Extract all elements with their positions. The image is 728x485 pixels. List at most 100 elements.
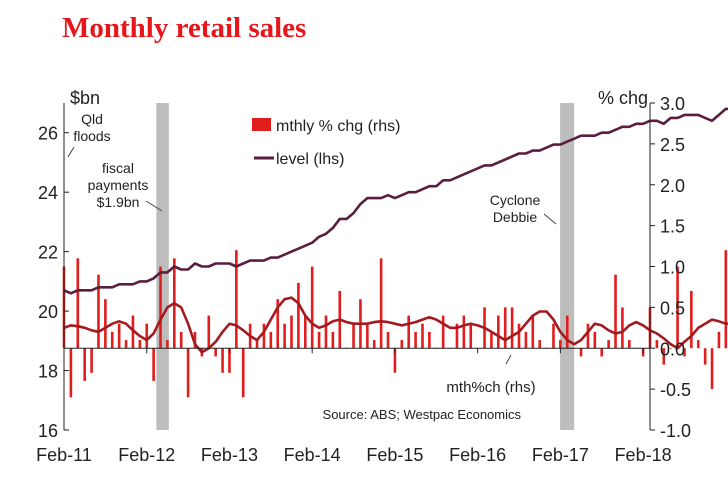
bar-mthly-chg-77 bbox=[593, 331, 597, 349]
bar-mthly-chg-19 bbox=[193, 331, 197, 349]
bar-mthly-chg-65 bbox=[510, 307, 514, 349]
legend-bar-swatch bbox=[252, 118, 271, 131]
bar-mthly-chg-30 bbox=[269, 331, 273, 349]
bar-mthly-chg-58 bbox=[462, 315, 466, 349]
bar-mthly-chg-9 bbox=[124, 340, 128, 349]
bar-mthly-chg-38 bbox=[324, 315, 328, 349]
bar-mthly-chg-3 bbox=[83, 348, 86, 381]
right-tick-label-0: -1.0 bbox=[660, 421, 691, 441]
left-tick-label-3: 22 bbox=[38, 243, 58, 263]
bar-mthly-chg-52 bbox=[421, 323, 424, 349]
x-tick-label-0: Feb-11 bbox=[36, 445, 92, 465]
bar-mthly-chg-49 bbox=[400, 340, 404, 349]
bar-mthly-chg-50 bbox=[407, 315, 411, 349]
bar-mthly-chg-22 bbox=[214, 348, 217, 357]
bar-mthly-chg-21 bbox=[207, 315, 211, 349]
bar-mthly-chg-80 bbox=[614, 274, 617, 349]
annotation-cyclone-line2: Debbie bbox=[493, 209, 538, 225]
left-tick-label-1: 18 bbox=[38, 362, 58, 382]
bar-mthly-chg-4 bbox=[90, 348, 93, 373]
x-tick-label-7: Feb-18 bbox=[615, 445, 672, 465]
bar-mthly-chg-29 bbox=[262, 323, 266, 349]
bar-mthly-chg-1 bbox=[69, 348, 73, 398]
x-tick-label-5: Feb-16 bbox=[449, 445, 506, 465]
bar-mthly-chg-71 bbox=[552, 323, 555, 349]
bar-mthly-chg-64 bbox=[503, 307, 507, 349]
bar-mthly-chg-86 bbox=[655, 340, 659, 349]
bar-mthly-chg-35 bbox=[303, 315, 307, 349]
bar-mthly-chg-89 bbox=[676, 266, 679, 349]
bar-mthly-chg-93 bbox=[703, 348, 707, 365]
annotation-cyclone-pointer bbox=[543, 213, 557, 225]
x-tick-label-4: Feb-15 bbox=[366, 445, 423, 465]
bar-mthly-chg-18 bbox=[186, 348, 190, 398]
bar-mthly-chg-79 bbox=[607, 340, 610, 349]
bar-mthly-chg-2 bbox=[76, 258, 80, 349]
annotation-qld-pointer bbox=[67, 146, 75, 158]
bar-mthly-chg-48 bbox=[393, 348, 397, 373]
bar-mthly-chg-36 bbox=[310, 266, 314, 349]
annotation-fiscal-line3: $1.9bn bbox=[97, 194, 140, 210]
bar-mthly-chg-62 bbox=[490, 331, 493, 349]
right-tick-label-4: 1.0 bbox=[660, 258, 685, 278]
bar-mthly-chg-12 bbox=[145, 323, 149, 349]
annotation-qld-floods-line1: Qld bbox=[81, 111, 103, 127]
bar-mthly-chg-69 bbox=[538, 340, 541, 349]
right-tick-label-7: 2.5 bbox=[660, 135, 685, 155]
annotation-fiscal-pointer bbox=[145, 200, 163, 212]
bar-mthly-chg-24 bbox=[228, 348, 231, 373]
bar-mthly-chg-7 bbox=[110, 331, 114, 349]
bar-mthly-chg-32 bbox=[283, 323, 286, 349]
bar-mthly-chg-28 bbox=[255, 340, 259, 349]
chart-title: Monthly retail sales bbox=[62, 12, 307, 44]
bar-mthly-chg-82 bbox=[628, 340, 631, 349]
bar-mthly-chg-33 bbox=[290, 315, 293, 349]
x-tick-label-2: Feb-13 bbox=[201, 445, 258, 465]
bar-mthly-chg-88 bbox=[669, 348, 672, 349]
legend-line-label: level (lhs) bbox=[276, 151, 344, 168]
x-tick-label-6: Feb-17 bbox=[532, 445, 589, 465]
left-tick-label-4: 24 bbox=[38, 183, 58, 203]
bar-mthly-chg-87 bbox=[662, 348, 666, 365]
bar-mthly-chg-78 bbox=[600, 348, 604, 357]
right-axis-label: % chg bbox=[598, 88, 648, 108]
bar-mthly-chg-91 bbox=[690, 291, 693, 349]
right-tick-label-2: 0.0 bbox=[660, 339, 685, 359]
legend-bar-label: mthly % chg (rhs) bbox=[276, 118, 400, 135]
right-tick-label-8: 3.0 bbox=[660, 94, 685, 114]
x-tick-label-1: Feb-12 bbox=[118, 445, 175, 465]
shaded-period-1 bbox=[560, 103, 575, 430]
bar-mthly-chg-75 bbox=[579, 348, 583, 357]
bar-mthly-chg-34 bbox=[297, 282, 300, 349]
bar-mthly-chg-6 bbox=[104, 299, 107, 349]
bar-mthly-chg-26 bbox=[241, 348, 245, 398]
bar-mthly-chg-11 bbox=[138, 340, 142, 349]
bar-mthly-chg-66 bbox=[517, 323, 521, 349]
right-tick-label-6: 2.0 bbox=[660, 176, 685, 196]
right-tick-label-1: -0.5 bbox=[660, 380, 691, 400]
right-tick-label-3: 0.5 bbox=[660, 298, 685, 318]
line-level-lhs bbox=[63, 107, 728, 295]
bar-mthly-chg-47 bbox=[386, 331, 390, 349]
bar-mthly-chg-68 bbox=[531, 315, 535, 349]
bar-mthly-chg-55 bbox=[441, 315, 445, 349]
bar-mthly-chg-59 bbox=[469, 323, 473, 349]
bar-mthly-chg-31 bbox=[276, 299, 280, 349]
line-mthch-rhs bbox=[63, 296, 728, 354]
bar-mthly-chg-23 bbox=[221, 348, 224, 373]
bar-mthly-chg-44 bbox=[366, 323, 369, 349]
source-note: Source: ABS; Westpac Economics bbox=[323, 407, 522, 422]
left-tick-label-2: 20 bbox=[38, 302, 58, 322]
annotation-mthch: mth%ch (rhs) bbox=[446, 379, 535, 396]
annotation-fiscal-line2: payments bbox=[88, 177, 149, 193]
bar-mthly-chg-8 bbox=[117, 323, 121, 349]
left-axis-label: $bn bbox=[70, 88, 100, 108]
bar-mthly-chg-14 bbox=[159, 266, 162, 349]
bar-mthly-chg-73 bbox=[565, 315, 569, 349]
bar-mthly-chg-57 bbox=[455, 323, 459, 349]
bar-mthly-chg-67 bbox=[524, 331, 528, 349]
bar-mthly-chg-25 bbox=[235, 250, 238, 349]
bar-mthly-chg-45 bbox=[372, 340, 376, 349]
bar-mthly-chg-15 bbox=[166, 340, 169, 349]
